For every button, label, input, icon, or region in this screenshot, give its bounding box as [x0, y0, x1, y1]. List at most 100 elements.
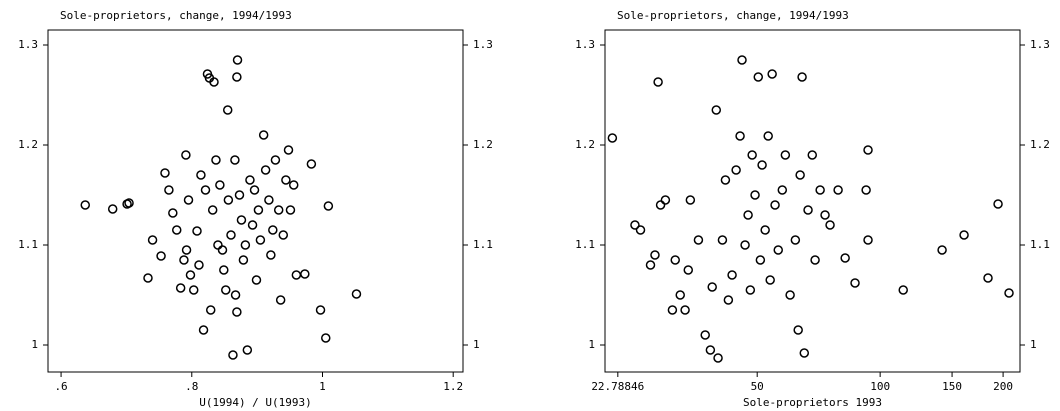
scatter-point — [260, 165, 271, 175]
scatter-point — [255, 235, 266, 245]
y-tick-label: 1.1 — [18, 238, 38, 251]
scatter-point — [863, 145, 873, 155]
scatter-point — [785, 290, 795, 300]
scatter-point — [147, 235, 158, 245]
y-tick-label: 1.3 — [1030, 38, 1050, 51]
scatter-point — [713, 353, 723, 363]
scatter-point — [143, 273, 153, 283]
scatter-point — [306, 159, 317, 169]
scatter-point — [238, 255, 249, 265]
scatter-point — [278, 230, 289, 240]
y-tick-label: 1.3 — [575, 38, 595, 51]
y-tick-label: 1 — [473, 338, 480, 351]
x-tick-label: 50 — [751, 380, 764, 393]
scatter-point — [251, 275, 262, 285]
scatter-point — [288, 180, 299, 190]
scatter-point — [747, 150, 757, 160]
scatter-point — [124, 198, 134, 208]
scatter-point — [211, 155, 221, 165]
scatter-point — [226, 230, 236, 240]
scatter-point — [898, 285, 908, 295]
scatter-point — [273, 205, 284, 215]
scatter-point — [232, 55, 243, 65]
y-tick-label: 1.2 — [1030, 138, 1050, 151]
scatter-point — [281, 175, 291, 185]
scatter-point — [807, 150, 818, 160]
scatter-point — [264, 195, 274, 205]
y-tick-label: 1.2 — [575, 138, 595, 151]
scatter-point — [223, 195, 234, 205]
scatter-point — [850, 278, 860, 288]
scatter-point — [230, 155, 240, 165]
scatter-point — [249, 185, 260, 195]
scatter-point — [185, 270, 196, 280]
scatter-point — [655, 200, 666, 210]
scatter-point — [607, 133, 618, 143]
scatter-point — [731, 165, 741, 175]
scatter-point — [765, 275, 775, 285]
scatter-point — [650, 250, 660, 260]
scatter-point — [745, 285, 756, 295]
plot-frame — [47, 29, 464, 373]
scatter-point — [825, 220, 835, 230]
scatter-point — [200, 185, 211, 195]
y-tick-label: 1.1 — [473, 238, 493, 251]
scatter-point — [755, 255, 766, 265]
scatter-point — [315, 305, 326, 315]
scatter-point — [720, 175, 731, 185]
scatter-point — [757, 160, 767, 170]
scatter-point — [750, 190, 760, 200]
scatter-point — [653, 77, 663, 87]
y-tick-label: 1.1 — [575, 238, 595, 251]
scatter-point — [670, 255, 680, 265]
scatter-point — [723, 295, 734, 305]
scatter-point — [247, 220, 258, 230]
scatter-point — [645, 260, 656, 270]
scatter-point — [937, 245, 947, 255]
chart-title: Sole-proprietors, change, 1994/1993 — [60, 9, 292, 22]
x-tick-label: 200 — [993, 380, 1013, 393]
scatter-point — [815, 185, 825, 195]
scatter-point — [232, 72, 242, 82]
scatter-point — [270, 155, 281, 165]
scatter-point — [717, 235, 728, 245]
scatter-point — [179, 255, 189, 265]
scatter-point — [291, 270, 302, 280]
scatter-point — [727, 270, 737, 280]
y-tick-label: 1 — [1030, 338, 1037, 351]
scatter-point — [156, 251, 166, 261]
scatter-point — [242, 345, 253, 355]
scatter-point — [175, 283, 186, 293]
scatter-point — [205, 305, 216, 315]
scatter-point — [323, 201, 334, 211]
scatter-point — [283, 145, 294, 155]
scatter-point — [959, 230, 969, 240]
scatter-point — [207, 205, 218, 215]
scatter-point — [767, 69, 777, 79]
scatter-point — [861, 185, 871, 195]
scatter-point — [863, 235, 873, 245]
scatter-point — [240, 240, 251, 250]
scatter-point — [181, 150, 191, 160]
scatter-point — [820, 210, 830, 220]
scatter-point — [266, 250, 276, 260]
scatter-point — [107, 204, 118, 214]
scatter-point — [196, 170, 206, 180]
x-tick-label: 150 — [942, 380, 962, 393]
x-axis-label: U(1994) / U(1993) — [199, 396, 312, 409]
scatter-point — [983, 273, 993, 283]
scatter-point — [685, 195, 696, 205]
scatter-point — [258, 130, 269, 140]
scatter-point — [993, 199, 1003, 209]
x-tick-label: 22.78846 — [591, 380, 644, 393]
scatter-point — [777, 185, 788, 195]
x-tick-label: 100 — [870, 380, 890, 393]
scatter-point — [213, 240, 223, 250]
scatter-point — [219, 265, 229, 275]
scatter-point — [675, 290, 685, 300]
scatter-point — [810, 255, 820, 265]
scatter-point — [773, 245, 783, 255]
scatter-point — [735, 131, 745, 141]
y-tick-label: 1.3 — [18, 38, 38, 51]
x-tick-label: .8 — [185, 380, 198, 393]
